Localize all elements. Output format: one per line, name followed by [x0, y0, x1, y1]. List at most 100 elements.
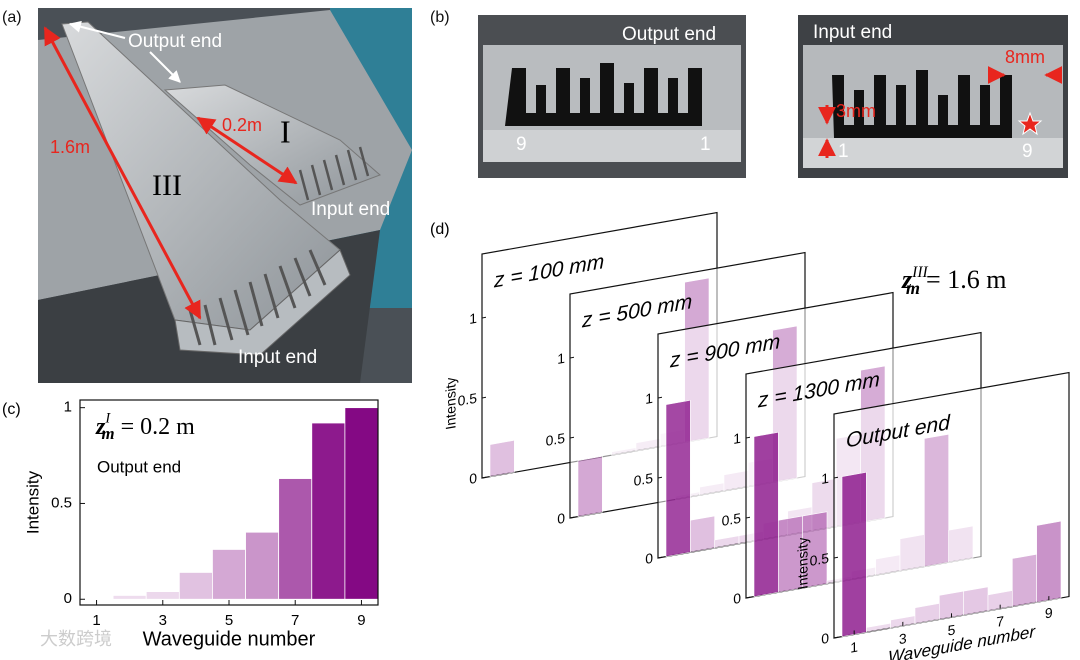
x-tick-label: 9 — [357, 612, 365, 629]
bar — [212, 549, 246, 600]
y-tick — [482, 316, 486, 319]
y-tick-label: 0.5 — [722, 510, 742, 529]
y-tick-label: 1 — [821, 470, 829, 487]
length-label: 1.6m — [50, 137, 90, 157]
x-axis-label: Waveguide number — [888, 621, 1036, 660]
bar — [577, 455, 603, 517]
x-tick-label: 5 — [948, 621, 956, 638]
bar — [112, 595, 147, 600]
y-tick — [658, 556, 662, 559]
y-tick — [834, 556, 838, 559]
photo-b-input — [798, 15, 1068, 178]
length-label: 0.2m — [222, 115, 262, 135]
y-tick — [746, 596, 750, 599]
y-tick — [482, 396, 486, 399]
bar — [489, 439, 515, 477]
annotation-equals: = 1.6 m — [926, 265, 1006, 294]
y-tick — [834, 476, 838, 479]
bar — [802, 511, 828, 589]
y-tick — [482, 476, 486, 479]
y-tick-label: 0 — [469, 470, 477, 487]
y-tick-label: 1 — [469, 310, 477, 327]
y-tick-label: 0 — [557, 510, 565, 527]
index-label: 9 — [516, 134, 527, 155]
guide-label: III — [152, 169, 182, 202]
y-tick — [658, 396, 662, 399]
x-tick-label: 7 — [291, 612, 299, 629]
y-tick — [570, 356, 574, 359]
annotation-equals: = 0.2 m — [121, 414, 196, 440]
subtitle: Output end — [97, 457, 181, 476]
x-tick-label: 1 — [850, 639, 858, 656]
y-tick-label: 1 — [645, 390, 653, 407]
y-tick-label: 0.5 — [458, 390, 478, 409]
y-tick — [834, 636, 838, 639]
bar — [311, 422, 346, 600]
x-tick-label: 3 — [899, 630, 907, 647]
y-tick-label: 0.5 — [634, 470, 654, 489]
y-tick-label: 1 — [557, 350, 565, 367]
y-tick-label: 0.5 — [51, 494, 72, 511]
photo-label: Output end — [622, 24, 716, 45]
index-label: 1 — [700, 134, 711, 155]
bar — [963, 586, 989, 616]
dimension-label: 8mm — [1005, 47, 1045, 67]
photo-b-output — [478, 15, 746, 178]
x-tick-label: 7 — [996, 613, 1004, 630]
y-tick-label: 0 — [645, 550, 653, 567]
x-tick-label: 9 — [1045, 604, 1053, 621]
annotation-subscript: m — [906, 278, 920, 298]
photo-label: Input end — [813, 22, 892, 43]
y-tick-label: 0 — [821, 630, 829, 647]
annotation: zIII m = 1.6 m — [901, 263, 1006, 297]
panel-label: (a) — [2, 9, 22, 26]
photo-label: Input end — [238, 347, 317, 368]
annotation-superscript: III — [911, 263, 928, 280]
x-tick-label: 1 — [92, 612, 100, 629]
bar — [245, 531, 280, 600]
index-label: 9 — [1022, 141, 1033, 162]
bar — [1036, 520, 1062, 603]
bar — [665, 399, 691, 557]
bar — [145, 591, 180, 600]
y-tick-label: 0 — [733, 590, 741, 607]
y-tick — [746, 436, 750, 439]
annotation: zI m = 0.2 m — [95, 411, 195, 443]
photo-a — [38, 8, 412, 383]
y-tick-label: 0 — [64, 590, 72, 607]
dimension-label: 3mm — [836, 101, 876, 121]
bar — [344, 407, 379, 600]
index-label: 1 — [838, 141, 849, 162]
y-tick-label: 1 — [64, 399, 72, 416]
photo-label: Input end — [311, 199, 390, 220]
y-axis-label: Intensity — [443, 375, 459, 431]
annotation-symbol: z — [901, 265, 913, 294]
watermark: 大数跨境 — [40, 629, 112, 650]
panel-label: (d) — [430, 221, 450, 238]
bar — [841, 471, 867, 637]
y-tick-label: 1 — [733, 430, 741, 447]
bar — [278, 478, 313, 600]
y-tick-label: 0.5 — [810, 550, 830, 569]
annotation-subscript: m — [102, 424, 115, 443]
y-axis-label: Intensity — [795, 535, 811, 591]
x-axis-label: Waveguide number — [143, 628, 316, 650]
y-tick — [570, 516, 574, 519]
photo-label: Output end — [128, 31, 222, 52]
panel-label: (c) — [2, 401, 21, 418]
bar — [1012, 553, 1037, 607]
annotation-symbol: z — [95, 414, 106, 440]
y-axis-label: Intensity — [23, 470, 42, 534]
x-tick-label: 3 — [159, 612, 167, 629]
bar — [753, 431, 779, 597]
bar — [178, 572, 213, 600]
panel-label: (b) — [430, 9, 450, 26]
y-tick — [658, 476, 662, 479]
guide-label: I — [280, 113, 291, 149]
x-tick-label: 5 — [225, 612, 233, 629]
bar — [690, 515, 715, 553]
y-tick-label: 0.5 — [546, 430, 566, 449]
y-tick — [746, 516, 750, 519]
